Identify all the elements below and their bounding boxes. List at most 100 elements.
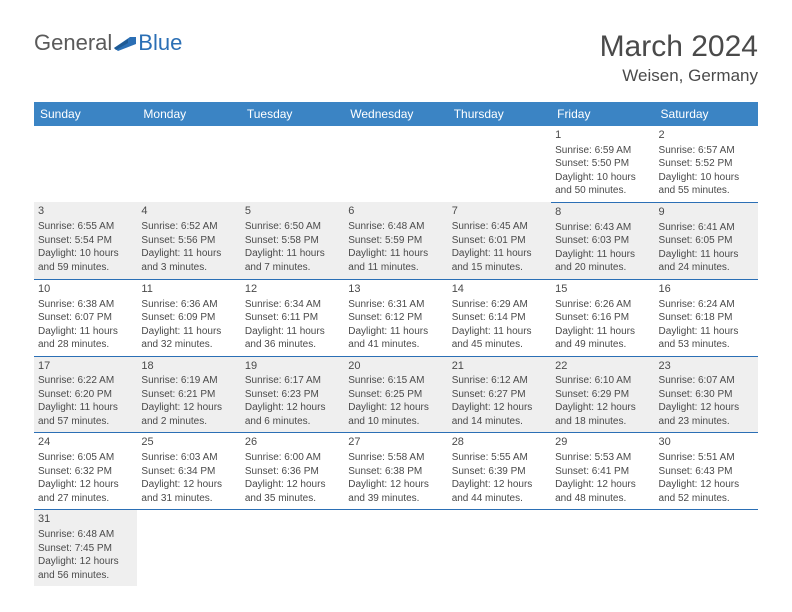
sunset-line: Sunset: 5:50 PM: [555, 157, 650, 171]
sunset-line: Sunset: 5:56 PM: [141, 234, 236, 248]
daylight-line: Daylight: 11 hours and 7 minutes.: [245, 247, 340, 274]
day-number: 7: [452, 204, 547, 219]
sunrise-line: Sunrise: 6:24 AM: [659, 298, 754, 312]
weekday-header: Saturday: [655, 102, 758, 126]
daylight-line: Daylight: 11 hours and 28 minutes.: [38, 325, 133, 352]
day-number: 14: [452, 282, 547, 297]
sunrise-line: Sunrise: 6:05 AM: [38, 451, 133, 465]
sunrise-line: Sunrise: 6:52 AM: [141, 220, 236, 234]
day-number: 8: [555, 205, 650, 220]
sunset-line: Sunset: 6:32 PM: [38, 465, 133, 479]
calendar-row: 1Sunrise: 6:59 AMSunset: 5:50 PMDaylight…: [34, 126, 758, 202]
daylight-line: Daylight: 10 hours and 59 minutes.: [38, 247, 133, 274]
daylight-line: Daylight: 11 hours and 36 minutes.: [245, 325, 340, 352]
day-number: 10: [38, 282, 133, 297]
sunrise-line: Sunrise: 6:36 AM: [141, 298, 236, 312]
calendar-cell: [655, 510, 758, 586]
day-number: 11: [141, 282, 236, 297]
sunset-line: Sunset: 7:45 PM: [38, 542, 133, 556]
daylight-line: Daylight: 10 hours and 55 minutes.: [659, 171, 754, 198]
daylight-line: Daylight: 11 hours and 57 minutes.: [38, 401, 133, 428]
calendar-cell: 20Sunrise: 6:15 AMSunset: 6:25 PMDayligh…: [344, 356, 447, 433]
calendar-cell: 24Sunrise: 6:05 AMSunset: 6:32 PMDayligh…: [34, 433, 137, 510]
day-number: 23: [659, 359, 754, 374]
sunset-line: Sunset: 6:21 PM: [141, 388, 236, 402]
calendar-row: 17Sunrise: 6:22 AMSunset: 6:20 PMDayligh…: [34, 356, 758, 433]
weekday-header: Sunday: [34, 102, 137, 126]
daylight-line: Daylight: 12 hours and 56 minutes.: [38, 555, 133, 582]
calendar-cell: [34, 126, 137, 202]
calendar-cell: 25Sunrise: 6:03 AMSunset: 6:34 PMDayligh…: [137, 433, 240, 510]
daylight-line: Daylight: 12 hours and 39 minutes.: [348, 478, 443, 505]
daylight-line: Daylight: 11 hours and 24 minutes.: [659, 248, 754, 275]
sunrise-line: Sunrise: 6:45 AM: [452, 220, 547, 234]
calendar-table: Sunday Monday Tuesday Wednesday Thursday…: [34, 102, 758, 586]
calendar-cell: 2Sunrise: 6:57 AMSunset: 5:52 PMDaylight…: [655, 126, 758, 202]
sunset-line: Sunset: 6:18 PM: [659, 311, 754, 325]
daylight-line: Daylight: 11 hours and 3 minutes.: [141, 247, 236, 274]
sunrise-line: Sunrise: 6:57 AM: [659, 144, 754, 158]
daylight-line: Daylight: 12 hours and 27 minutes.: [38, 478, 133, 505]
sunset-line: Sunset: 6:07 PM: [38, 311, 133, 325]
sunrise-line: Sunrise: 6:00 AM: [245, 451, 340, 465]
day-number: 13: [348, 282, 443, 297]
logo-text-general: General: [34, 30, 112, 56]
daylight-line: Daylight: 11 hours and 20 minutes.: [555, 248, 650, 275]
sunset-line: Sunset: 6:36 PM: [245, 465, 340, 479]
calendar-cell: 9Sunrise: 6:41 AMSunset: 6:05 PMDaylight…: [655, 202, 758, 279]
day-number: 30: [659, 435, 754, 450]
sunrise-line: Sunrise: 6:59 AM: [555, 144, 650, 158]
sunset-line: Sunset: 5:59 PM: [348, 234, 443, 248]
calendar-cell: 4Sunrise: 6:52 AMSunset: 5:56 PMDaylight…: [137, 202, 240, 279]
calendar-cell: 19Sunrise: 6:17 AMSunset: 6:23 PMDayligh…: [241, 356, 344, 433]
calendar-cell: 22Sunrise: 6:10 AMSunset: 6:29 PMDayligh…: [551, 356, 654, 433]
day-number: 4: [141, 204, 236, 219]
calendar-cell: 23Sunrise: 6:07 AMSunset: 6:30 PMDayligh…: [655, 356, 758, 433]
calendar-cell: 31Sunrise: 6:48 AMSunset: 7:45 PMDayligh…: [34, 510, 137, 586]
sunrise-line: Sunrise: 6:48 AM: [38, 528, 133, 542]
sunrise-line: Sunrise: 6:43 AM: [555, 221, 650, 235]
weekday-header-row: Sunday Monday Tuesday Wednesday Thursday…: [34, 102, 758, 126]
sunset-line: Sunset: 6:43 PM: [659, 465, 754, 479]
sunrise-line: Sunrise: 6:50 AM: [245, 220, 340, 234]
sunset-line: Sunset: 5:52 PM: [659, 157, 754, 171]
day-number: 22: [555, 359, 650, 374]
daylight-line: Daylight: 12 hours and 10 minutes.: [348, 401, 443, 428]
day-number: 21: [452, 359, 547, 374]
location: Weisen, Germany: [600, 66, 758, 86]
calendar-row: 3Sunrise: 6:55 AMSunset: 5:54 PMDaylight…: [34, 202, 758, 279]
sunset-line: Sunset: 6:05 PM: [659, 234, 754, 248]
title-block: March 2024 Weisen, Germany: [600, 30, 758, 86]
daylight-line: Daylight: 12 hours and 44 minutes.: [452, 478, 547, 505]
day-number: 28: [452, 435, 547, 450]
sunrise-line: Sunrise: 6:03 AM: [141, 451, 236, 465]
daylight-line: Daylight: 11 hours and 41 minutes.: [348, 325, 443, 352]
sunrise-line: Sunrise: 6:15 AM: [348, 374, 443, 388]
daylight-line: Daylight: 12 hours and 52 minutes.: [659, 478, 754, 505]
sunset-line: Sunset: 6:34 PM: [141, 465, 236, 479]
day-number: 12: [245, 282, 340, 297]
sunset-line: Sunset: 6:14 PM: [452, 311, 547, 325]
calendar-cell: [241, 126, 344, 202]
calendar-cell: 11Sunrise: 6:36 AMSunset: 6:09 PMDayligh…: [137, 279, 240, 356]
daylight-line: Daylight: 12 hours and 35 minutes.: [245, 478, 340, 505]
day-number: 2: [659, 128, 754, 143]
calendar-cell: [241, 510, 344, 586]
sunset-line: Sunset: 6:11 PM: [245, 311, 340, 325]
sunset-line: Sunset: 6:16 PM: [555, 311, 650, 325]
day-number: 15: [555, 282, 650, 297]
calendar-cell: [344, 510, 447, 586]
daylight-line: Daylight: 12 hours and 14 minutes.: [452, 401, 547, 428]
calendar-cell: 30Sunrise: 5:51 AMSunset: 6:43 PMDayligh…: [655, 433, 758, 510]
calendar-cell: 29Sunrise: 5:53 AMSunset: 6:41 PMDayligh…: [551, 433, 654, 510]
sunrise-line: Sunrise: 6:34 AM: [245, 298, 340, 312]
calendar-cell: 1Sunrise: 6:59 AMSunset: 5:50 PMDaylight…: [551, 126, 654, 202]
sunrise-line: Sunrise: 6:12 AM: [452, 374, 547, 388]
sunset-line: Sunset: 5:58 PM: [245, 234, 340, 248]
daylight-line: Daylight: 12 hours and 31 minutes.: [141, 478, 236, 505]
day-number: 24: [38, 435, 133, 450]
sunrise-line: Sunrise: 6:31 AM: [348, 298, 443, 312]
sunset-line: Sunset: 6:38 PM: [348, 465, 443, 479]
calendar-cell: 27Sunrise: 5:58 AMSunset: 6:38 PMDayligh…: [344, 433, 447, 510]
daylight-line: Daylight: 11 hours and 11 minutes.: [348, 247, 443, 274]
